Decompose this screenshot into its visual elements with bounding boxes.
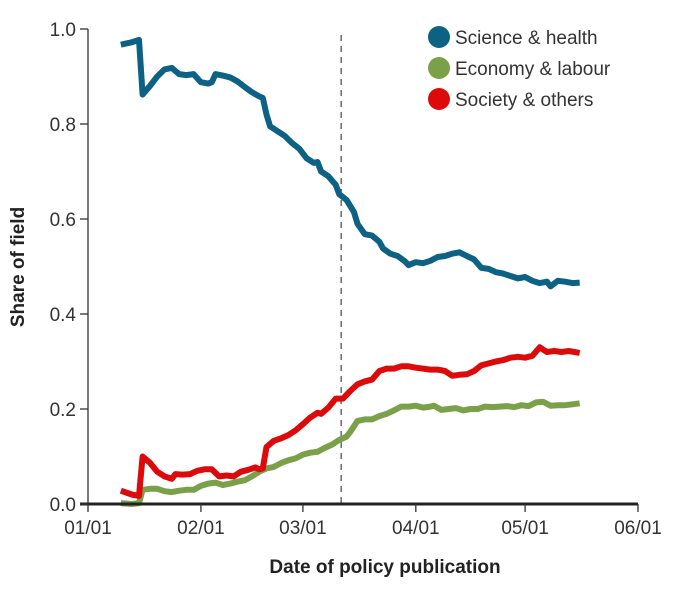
y-axis-title: Share of field	[8, 207, 29, 327]
series-line-society-others	[119, 344, 581, 499]
x-tick-label: 03/01	[279, 518, 327, 539]
series-line-science-health	[120, 36, 580, 290]
x-axis-title: Date of policy publication	[269, 557, 500, 578]
legend-label-economy-labour: Economy & labour	[455, 59, 611, 80]
y-tick-label: 0.4	[50, 305, 77, 326]
legend-swatch-society-others	[428, 88, 450, 110]
x-tick-label: 04/01	[392, 518, 440, 539]
y-tick-label: 1.0	[50, 20, 76, 41]
y-tick-label: 0.6	[50, 210, 76, 231]
legend: Science & health Economy & labour Society …	[428, 26, 611, 111]
y-tick-label: 0.2	[50, 400, 76, 421]
legend-swatch-science-health	[428, 26, 450, 48]
series-line-economy-labour	[120, 398, 581, 507]
y-tick-label: 0.8	[50, 115, 76, 136]
legend-label-science-health: Science & health	[455, 28, 598, 49]
x-tick-label: 06/01	[614, 518, 662, 539]
legend-label-society-others: Society & others	[455, 90, 593, 111]
legend-swatch-economy-labour	[428, 57, 450, 79]
x-tick-label: 02/01	[177, 518, 225, 539]
x-tick-label: 05/01	[501, 518, 549, 539]
x-tick-label: 01/01	[64, 518, 112, 539]
y-tick-label: 0.0	[50, 495, 76, 516]
